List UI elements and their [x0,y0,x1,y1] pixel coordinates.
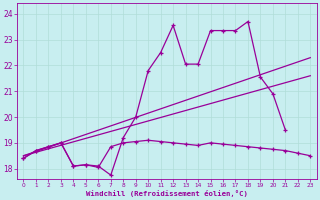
X-axis label: Windchill (Refroidissement éolien,°C): Windchill (Refroidissement éolien,°C) [86,190,248,197]
